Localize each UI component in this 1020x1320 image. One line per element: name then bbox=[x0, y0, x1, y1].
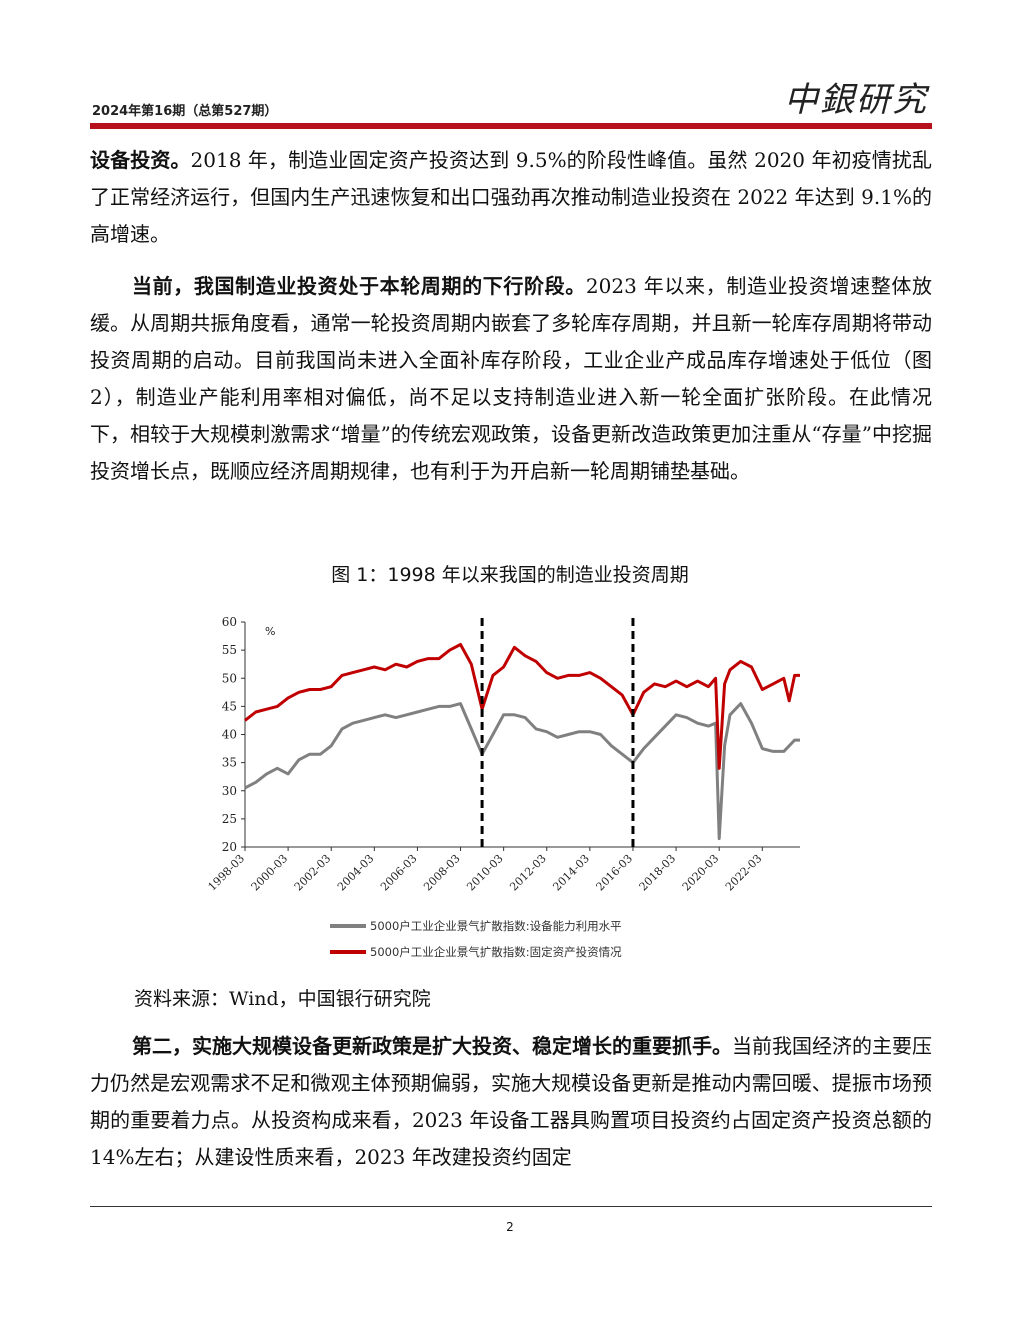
investment-cycle-chart: 20 25 30 35 40 45 50 55 60% 1998-03 2000-03 2002-03… bbox=[206, 615, 800, 894]
paragraph-1: 设备投资。2018 年，制造业固定资产投资达到 9.5%的阶段性峰值。虽然 20… bbox=[90, 142, 932, 253]
y-tick-label: 50 bbox=[222, 671, 237, 685]
x-tick-label: 2018-03 bbox=[637, 852, 679, 894]
legend-swatch-red bbox=[330, 950, 366, 954]
y-tick-label: 55 bbox=[222, 643, 237, 657]
x-tick-label: 2000-03 bbox=[249, 852, 291, 894]
y-tick-label: 45 bbox=[222, 699, 237, 713]
x-tick-label: 2004-03 bbox=[335, 852, 377, 894]
x-tick-label: 2014-03 bbox=[550, 852, 592, 894]
x-tick-label: 2020-03 bbox=[680, 852, 722, 894]
legend-swatch-gray bbox=[330, 924, 366, 928]
legend-label-investment: 5000户工业企业景气扩散指数:固定资产投资情况 bbox=[370, 945, 622, 959]
y-tick-label: 60 bbox=[222, 615, 237, 629]
paragraph-2-lead: 当前，我国制造业投资处于本轮周期的下行阶段。 bbox=[132, 274, 586, 298]
paragraph-1-lead: 设备投资。 bbox=[90, 148, 191, 172]
x-tick-label: 2016-03 bbox=[594, 852, 636, 894]
y-tick-label: 35 bbox=[222, 756, 237, 770]
issue-label: 2024年第16期（总第527期） bbox=[92, 104, 278, 119]
x-tick-label: 2022-03 bbox=[723, 852, 765, 894]
x-tick-label: 1998-03 bbox=[206, 852, 248, 894]
legend-item-capacity: 5000户工业企业景气扩散指数:设备能力利用水平 bbox=[330, 918, 622, 934]
header-divider bbox=[90, 123, 932, 129]
figure-title: 图 1：1998 年以来我国的制造业投资周期 bbox=[331, 564, 689, 586]
x-tick-label: 2008-03 bbox=[421, 852, 463, 894]
y-tick-label: 40 bbox=[222, 728, 237, 742]
page-number: 2 bbox=[506, 1220, 514, 1234]
series-line-1 bbox=[244, 702, 800, 841]
series-line-2 bbox=[244, 643, 800, 770]
paragraph-2-body: 2023 年以来，制造业投资增速整体放缓。从周期共振角度看，通常一轮投资周期内嵌… bbox=[90, 274, 933, 483]
x-tick-label: 2010-03 bbox=[464, 852, 506, 894]
paragraph-3-body: 当前我国经济的主要压力仍然是宏观需求不足和微观主体预期偏弱，实施大规模设备更新是… bbox=[90, 1034, 932, 1169]
x-tick-label: 2002-03 bbox=[292, 852, 334, 894]
paragraph-3-lead: 第二，实施大规模设备更新政策是扩大投资、稳定增长的重要抓手。 bbox=[132, 1034, 732, 1058]
brand-logo: 中銀研究 bbox=[784, 80, 928, 120]
y-tick-label: 20 bbox=[222, 840, 237, 854]
paragraph-1-body: 2018 年，制造业固定资产投资达到 9.5%的阶段性峰值。虽然 2020 年初… bbox=[90, 148, 933, 246]
paragraph-3: 第二，实施大规模设备更新政策是扩大投资、稳定增长的重要抓手。当前我国经济的主要压… bbox=[90, 1028, 932, 1176]
y-unit-label: % bbox=[265, 625, 275, 638]
legend-label-capacity: 5000户工业企业景气扩散指数:设备能力利用水平 bbox=[370, 919, 622, 933]
y-tick-label: 30 bbox=[222, 784, 237, 798]
figure-source: 资料来源：Wind，中国银行研究院 bbox=[134, 988, 431, 1010]
footer-divider bbox=[90, 1206, 932, 1207]
x-tick-label: 2006-03 bbox=[378, 852, 420, 894]
paragraph-2: 当前，我国制造业投资处于本轮周期的下行阶段。2023 年以来，制造业投资增速整体… bbox=[90, 268, 932, 490]
legend-item-investment: 5000户工业企业景气扩散指数:固定资产投资情况 bbox=[330, 944, 622, 960]
y-tick-label: 25 bbox=[222, 812, 237, 826]
x-tick-label: 2012-03 bbox=[507, 852, 549, 894]
